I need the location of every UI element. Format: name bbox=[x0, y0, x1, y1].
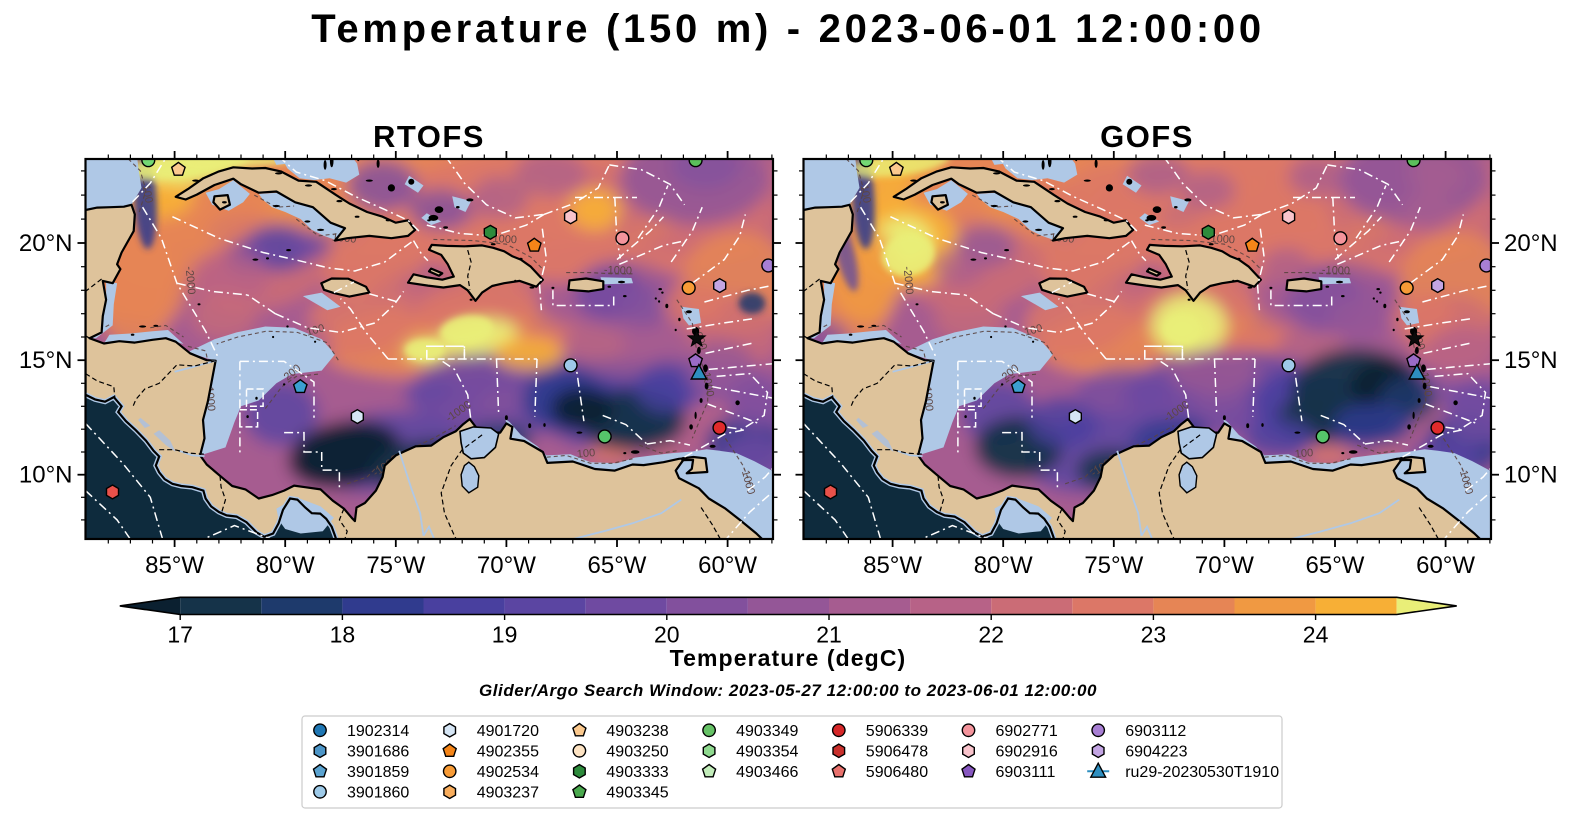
svg-text:19: 19 bbox=[492, 622, 518, 648]
svg-text:1902314: 1902314 bbox=[347, 723, 409, 740]
svg-text:15°N: 15°N bbox=[1504, 347, 1558, 374]
svg-text:80°W: 80°W bbox=[974, 552, 1033, 579]
svg-text:100: 100 bbox=[305, 322, 326, 338]
svg-text:3901859: 3901859 bbox=[347, 764, 409, 781]
svg-text:5906339: 5906339 bbox=[866, 723, 928, 740]
svg-text:20°N: 20°N bbox=[1504, 230, 1558, 257]
svg-text:4903333: 4903333 bbox=[606, 764, 668, 781]
svg-text:100: 100 bbox=[1294, 447, 1313, 461]
svg-text:6903111: 6903111 bbox=[996, 764, 1056, 781]
svg-text:100: 100 bbox=[140, 184, 155, 204]
svg-text:100: 100 bbox=[858, 184, 873, 204]
svg-text:20°N: 20°N bbox=[19, 230, 73, 257]
svg-text:4903466: 4903466 bbox=[736, 764, 798, 781]
svg-text:5906478: 5906478 bbox=[866, 743, 928, 760]
svg-text:-2000: -2000 bbox=[901, 266, 915, 295]
svg-text:4902355: 4902355 bbox=[477, 743, 539, 760]
svg-text:4903349: 4903349 bbox=[736, 723, 798, 740]
svg-text:20: 20 bbox=[654, 622, 680, 648]
svg-text:21: 21 bbox=[816, 622, 842, 648]
svg-text:6904223: 6904223 bbox=[1125, 743, 1187, 760]
svg-text:5906480: 5906480 bbox=[866, 764, 928, 781]
svg-text:75°W: 75°W bbox=[1084, 552, 1143, 579]
svg-text:10°N: 10°N bbox=[19, 462, 73, 489]
svg-text:70°W: 70°W bbox=[1195, 552, 1254, 579]
svg-text:4903238: 4903238 bbox=[606, 723, 668, 740]
svg-text:80°W: 80°W bbox=[256, 552, 315, 579]
svg-text:23: 23 bbox=[1141, 622, 1167, 648]
svg-text:4901720: 4901720 bbox=[477, 723, 539, 740]
svg-text:6902916: 6902916 bbox=[996, 743, 1058, 760]
svg-text:Temperature (degC): Temperature (degC) bbox=[670, 645, 907, 671]
svg-text:10°N: 10°N bbox=[1504, 462, 1558, 489]
svg-text:60°W: 60°W bbox=[698, 552, 757, 579]
svg-text:6902771: 6902771 bbox=[996, 723, 1058, 740]
svg-text:3901686: 3901686 bbox=[347, 743, 409, 760]
svg-text:65°W: 65°W bbox=[588, 552, 647, 579]
svg-text:85°W: 85°W bbox=[145, 552, 204, 579]
svg-text:4902534: 4902534 bbox=[477, 764, 539, 781]
svg-text:Temperature (150 m) - 2023-06-: Temperature (150 m) - 2023-06-01 12:00:0… bbox=[311, 7, 1265, 51]
svg-text:15°N: 15°N bbox=[19, 347, 73, 374]
svg-text:-1000: -1000 bbox=[1322, 264, 1351, 277]
svg-text:-2000: -2000 bbox=[183, 266, 197, 295]
svg-text:22: 22 bbox=[978, 622, 1004, 648]
svg-text:3901860: 3901860 bbox=[347, 784, 409, 801]
svg-text:GOFS: GOFS bbox=[1100, 119, 1194, 154]
svg-text:RTOFS: RTOFS bbox=[373, 119, 485, 154]
svg-text:75°W: 75°W bbox=[366, 552, 425, 579]
svg-text:4903250: 4903250 bbox=[606, 743, 668, 760]
svg-text:17: 17 bbox=[167, 622, 193, 648]
svg-text:100: 100 bbox=[1023, 322, 1044, 338]
svg-text:4903345: 4903345 bbox=[606, 784, 668, 801]
svg-text:18: 18 bbox=[330, 622, 356, 648]
svg-text:-1000: -1000 bbox=[604, 264, 633, 277]
svg-text:60°W: 60°W bbox=[1416, 552, 1475, 579]
svg-text:4903354: 4903354 bbox=[736, 743, 798, 760]
svg-text:4903237: 4903237 bbox=[477, 784, 539, 801]
svg-text:6903112: 6903112 bbox=[1125, 723, 1186, 740]
svg-text:24: 24 bbox=[1303, 622, 1329, 648]
svg-text:100: 100 bbox=[576, 447, 595, 461]
svg-text:85°W: 85°W bbox=[863, 552, 922, 579]
svg-text:65°W: 65°W bbox=[1306, 552, 1365, 579]
svg-text:70°W: 70°W bbox=[477, 552, 536, 579]
svg-text:Glider/Argo Search Window: 202: Glider/Argo Search Window: 2023-05-27 12… bbox=[479, 681, 1097, 700]
svg-text:ru29-20230530T1910: ru29-20230530T1910 bbox=[1125, 764, 1279, 781]
